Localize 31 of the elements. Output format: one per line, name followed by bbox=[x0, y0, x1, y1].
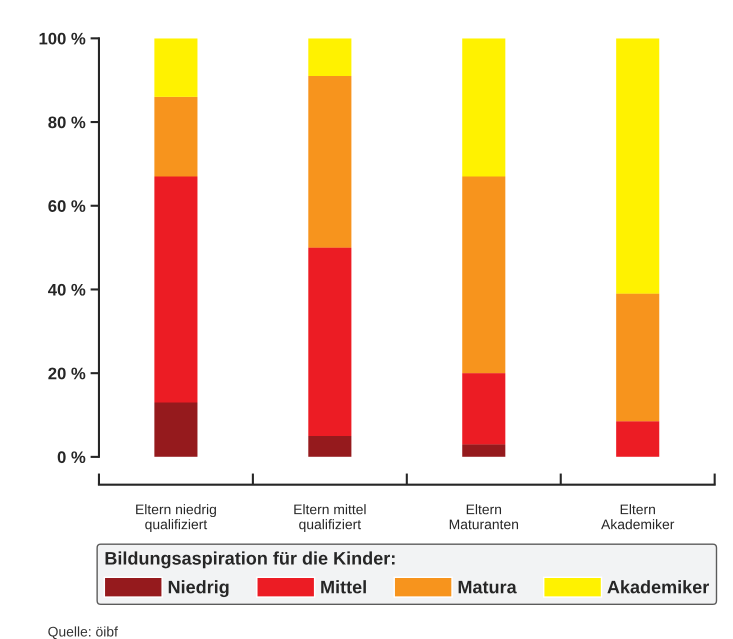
x-tick-label: Eltern Akademiker bbox=[601, 504, 674, 530]
bar bbox=[154, 38, 198, 97]
y-tick-label: 80 % bbox=[48, 116, 86, 128]
bar bbox=[616, 421, 660, 457]
bar bbox=[462, 176, 506, 374]
bar bbox=[616, 294, 660, 422]
y-tick-label: 0 % bbox=[58, 451, 86, 464]
bar bbox=[308, 38, 352, 76]
y-tick-label: 60 % bbox=[48, 200, 86, 212]
bar bbox=[308, 436, 352, 457]
bar bbox=[308, 76, 352, 248]
y-tick-label: 20 % bbox=[48, 368, 86, 380]
x-tick-label: Eltern niedrig qualifiziert bbox=[136, 504, 216, 532]
bar bbox=[616, 38, 660, 294]
bar bbox=[462, 373, 506, 444]
y-tick-label: 40 % bbox=[48, 284, 86, 296]
legend-label: Akademiker bbox=[607, 580, 710, 594]
bar bbox=[154, 176, 198, 402]
bar bbox=[308, 248, 352, 436]
legend-title: Bildungsaspiration für die Kinder: bbox=[106, 551, 395, 568]
bar bbox=[462, 38, 506, 176]
legend-label: Niedrig bbox=[168, 580, 229, 598]
legend-label: Matura bbox=[458, 580, 517, 594]
bar bbox=[462, 444, 506, 457]
y-tick-label: 100 % bbox=[40, 32, 86, 45]
x-tick-label: Eltern mittel qualifiziert bbox=[294, 504, 366, 532]
x-tick-label: Eltern Maturanten bbox=[450, 504, 518, 530]
bar bbox=[154, 96, 198, 176]
bar bbox=[154, 402, 198, 457]
legend-label: Mittel bbox=[321, 580, 366, 594]
source-note: Quelle: öibf bbox=[48, 626, 118, 639]
